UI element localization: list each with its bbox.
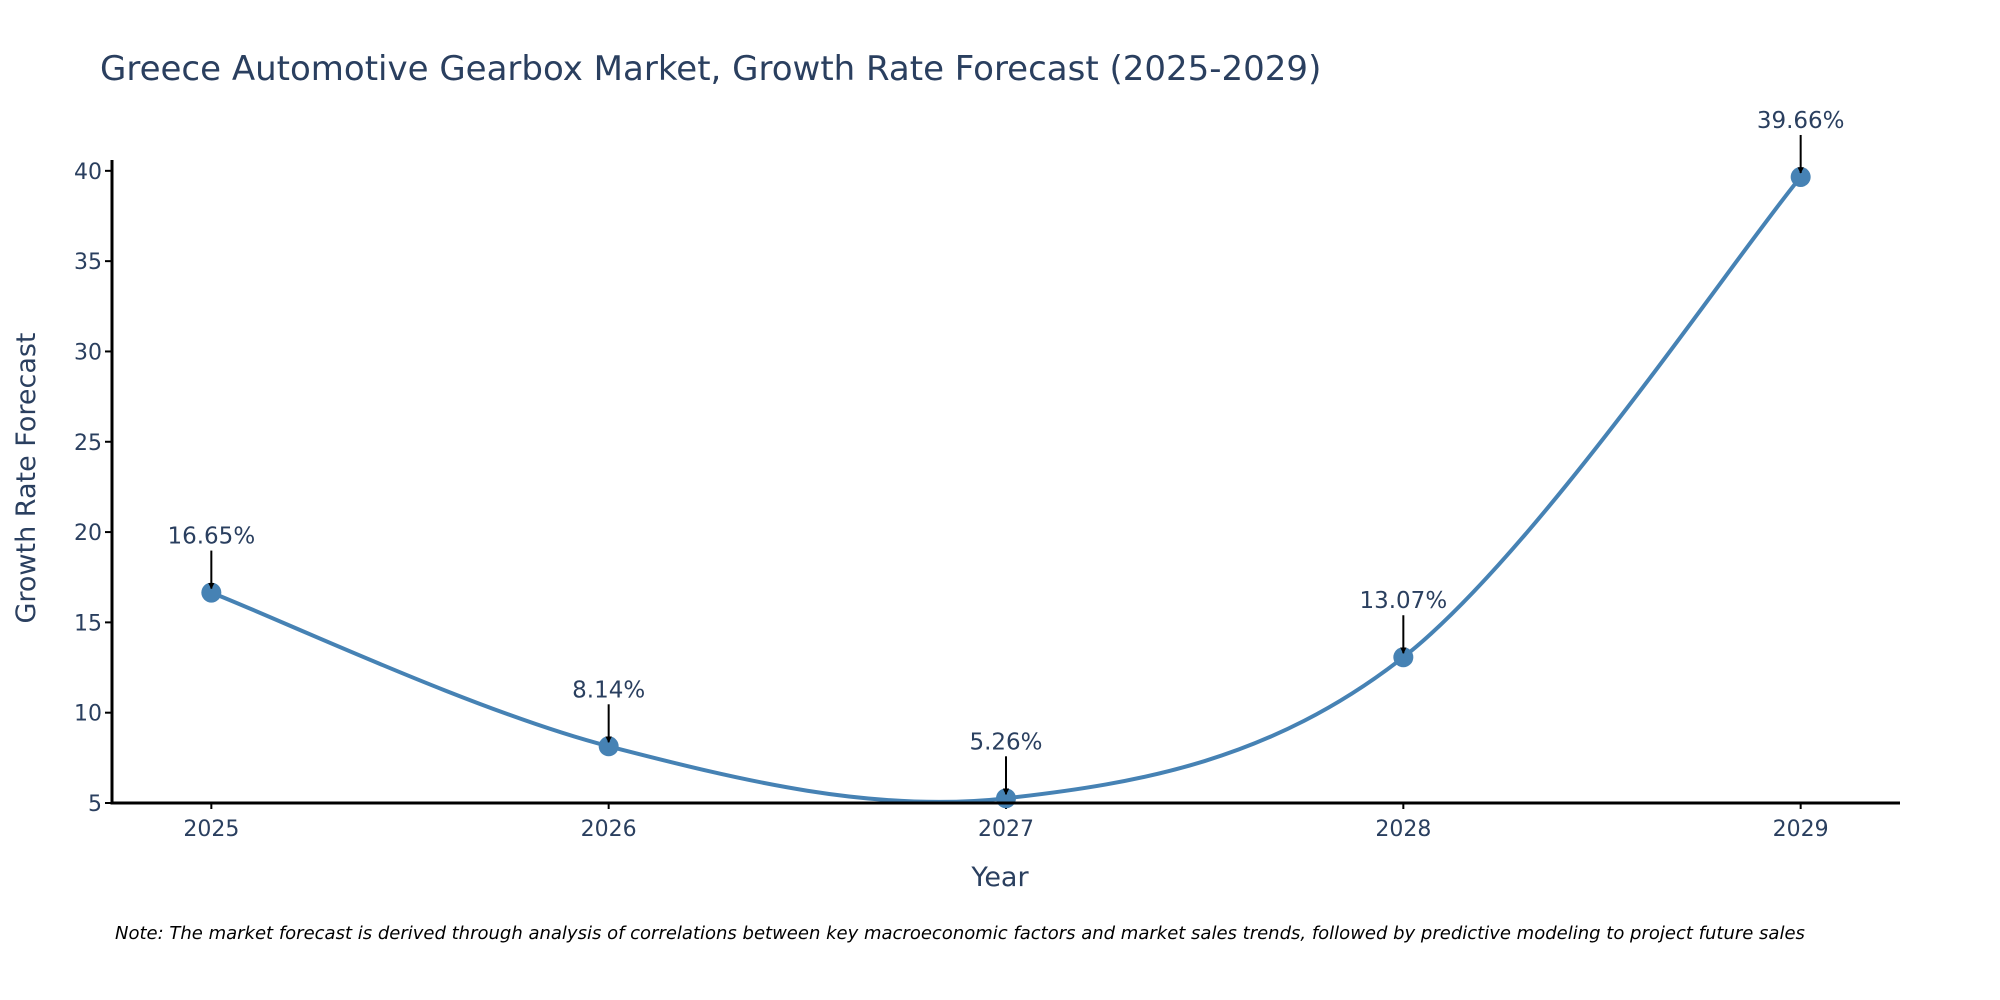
data-points [201, 166, 1811, 809]
x-tick-label: 2028 [1375, 817, 1431, 842]
data-label: 16.65% [167, 524, 255, 550]
x-tick-label: 2029 [1773, 817, 1829, 842]
y-tick-label: 20 [74, 521, 102, 546]
y-tick-label: 15 [74, 611, 102, 636]
data-point-marker [201, 582, 222, 603]
x-tick-label: 2027 [978, 817, 1034, 842]
x-axis-title: Year [970, 862, 1029, 893]
x-axis-ticks: 2025 2026 2027 2028 2029 [183, 803, 1829, 842]
x-tick-label: 2026 [581, 817, 637, 842]
y-tick-label: 25 [74, 431, 102, 456]
y-axis-ticks: 5 10 15 20 25 30 35 40 [74, 160, 112, 817]
data-label: 8.14% [572, 677, 645, 703]
x-tick-label: 2025 [183, 817, 239, 842]
data-labels: 16.65% 8.14% 5.26% 13.07% 39.66% [167, 108, 1845, 795]
data-point-marker [598, 736, 619, 757]
chart-title: Greece Automotive Gearbox Market, Growth… [100, 49, 1321, 89]
footnote: Note: The market forecast is derived thr… [115, 923, 1805, 944]
y-tick-label: 10 [74, 702, 102, 727]
data-label: 5.26% [969, 729, 1042, 755]
y-tick-label: 35 [74, 250, 102, 275]
y-axis-title: Growth Rate Forecast [11, 332, 42, 623]
data-label: 39.66% [1757, 108, 1845, 134]
y-tick-label: 30 [74, 340, 102, 365]
y-tick-label: 40 [74, 160, 102, 185]
data-label: 13.07% [1359, 588, 1447, 614]
y-tick-label: 5 [88, 792, 102, 817]
data-point-marker [1393, 647, 1414, 668]
data-point-marker [1790, 166, 1811, 187]
series-line [210, 175, 1803, 804]
